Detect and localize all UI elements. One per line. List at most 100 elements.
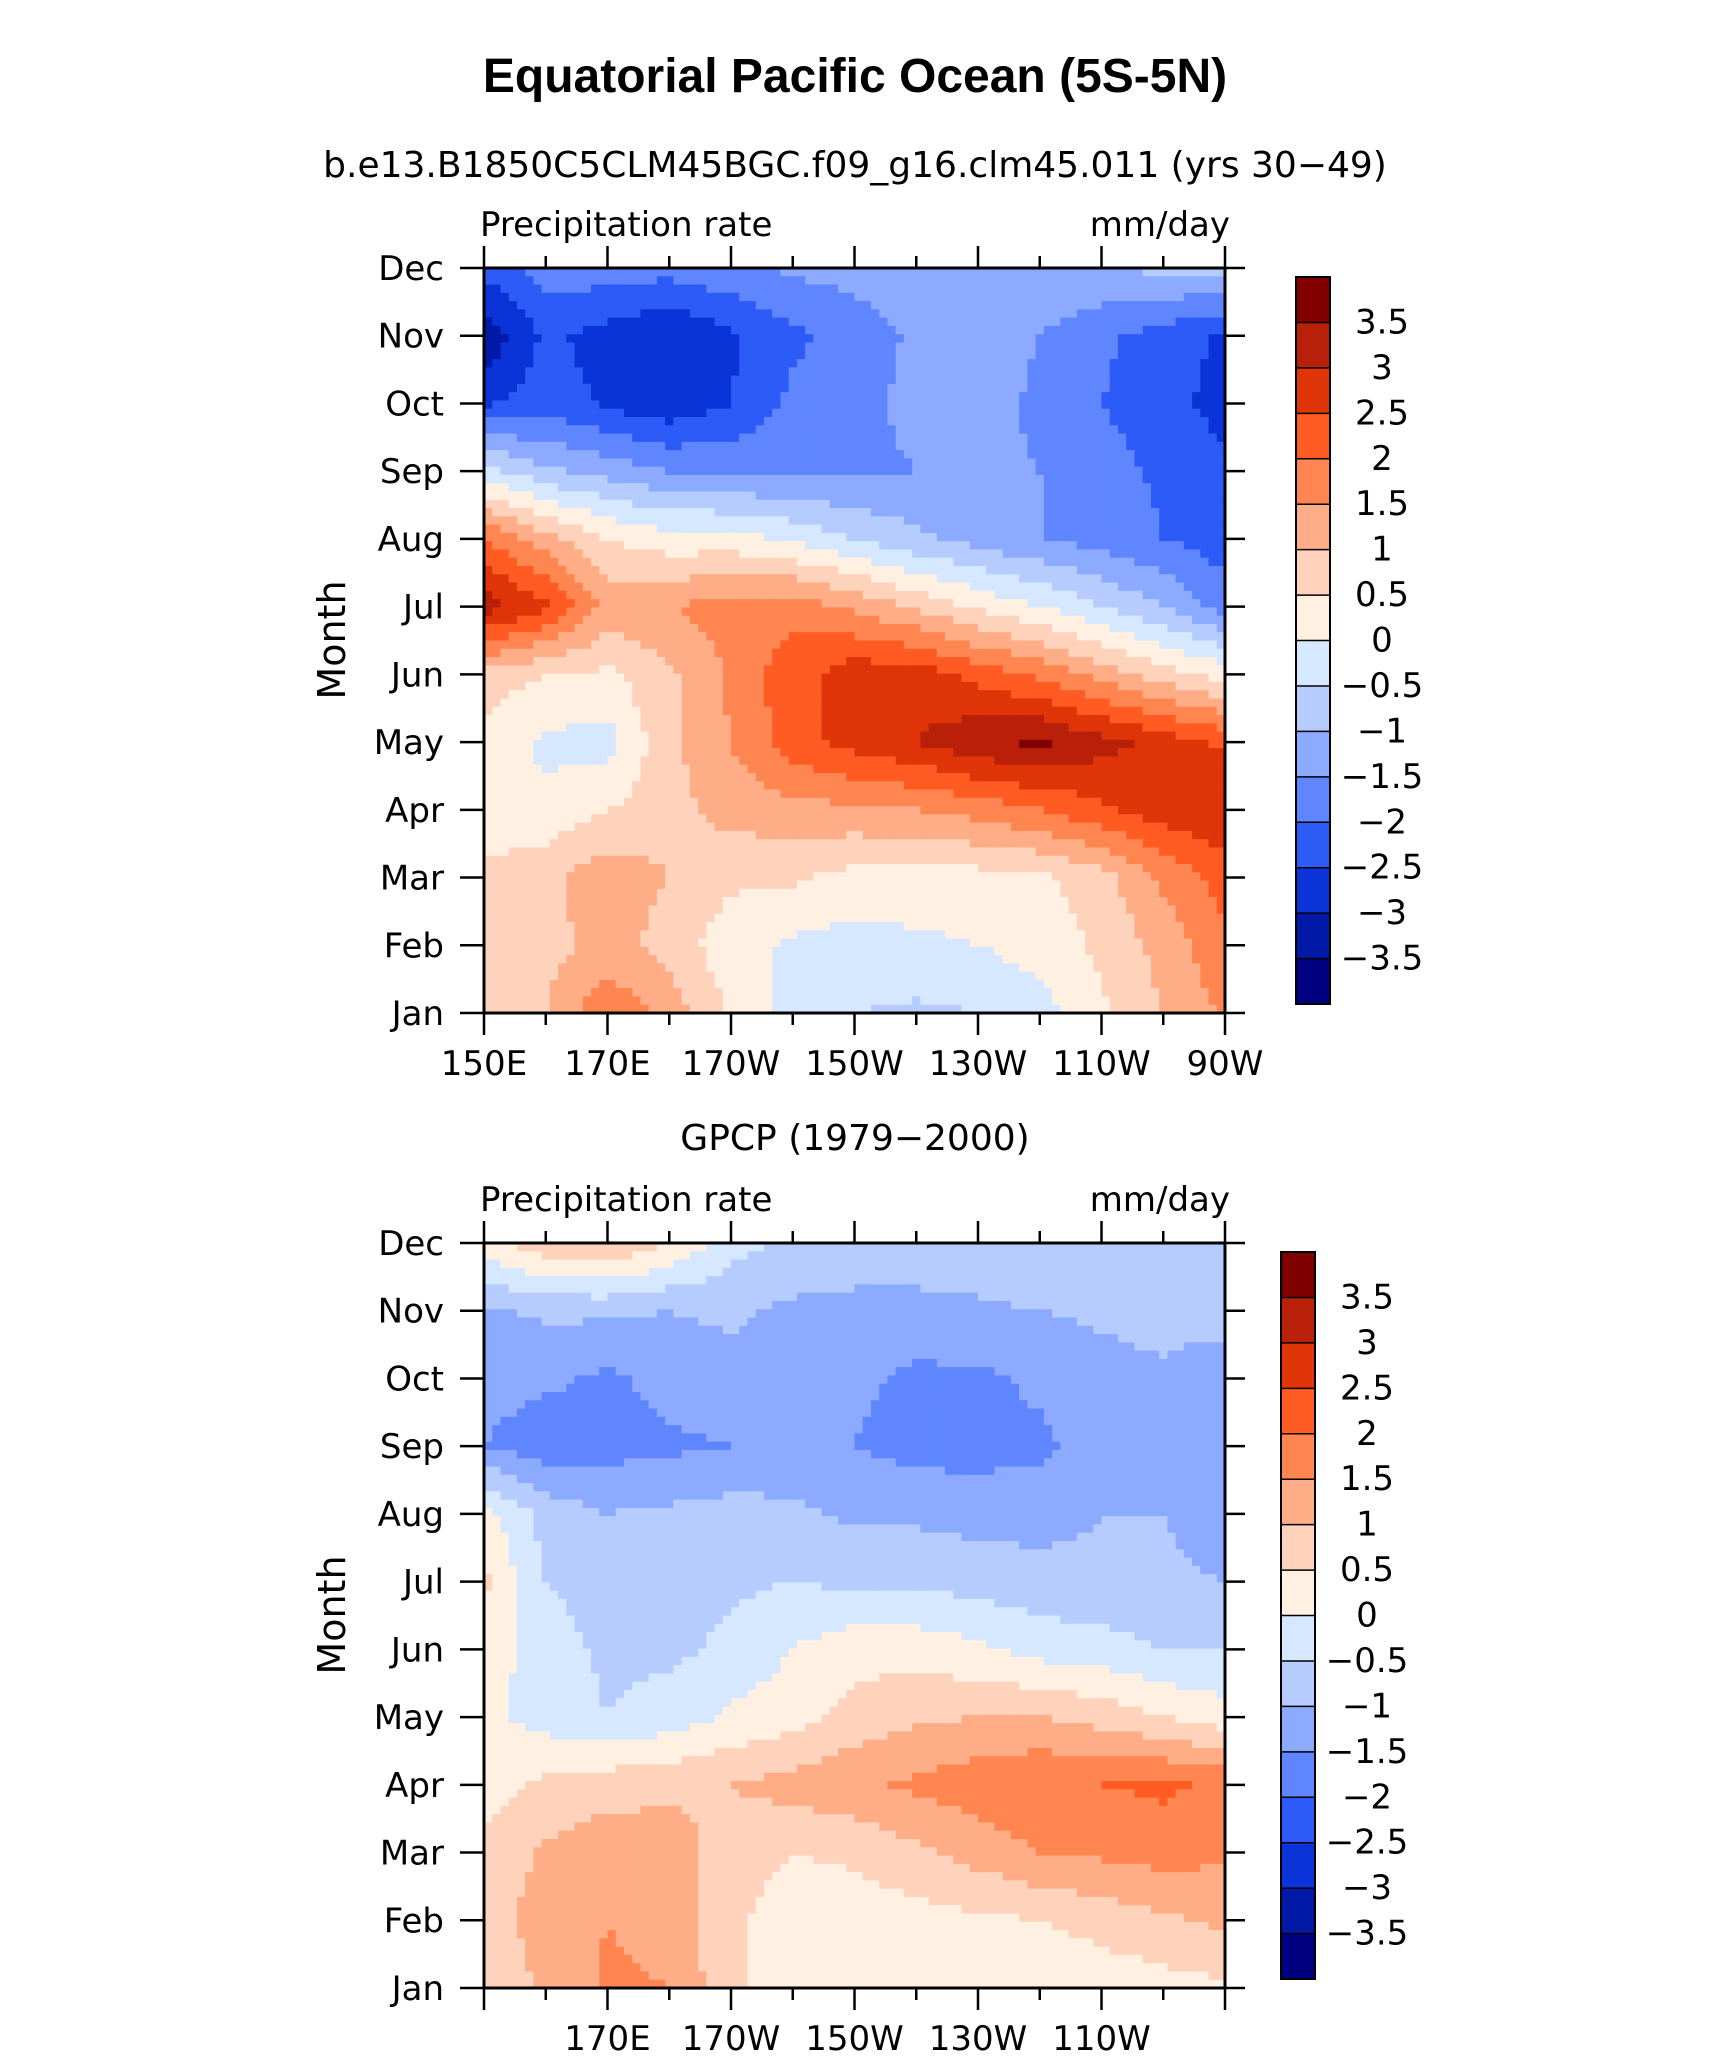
- heatmap-cell: [632, 632, 642, 642]
- heatmap-cell: [838, 590, 847, 600]
- heatmap-cell: [1150, 400, 1160, 410]
- heatmap-cell: [665, 408, 674, 418]
- heatmap-cell: [755, 458, 765, 468]
- heatmap-cell: [1010, 681, 1020, 691]
- heatmap-cell: [673, 524, 683, 534]
- heatmap-cell: [1200, 648, 1210, 658]
- heatmap-cell: [508, 268, 518, 277]
- heatmap-cell: [928, 325, 938, 335]
- heatmap-cell: [780, 648, 790, 658]
- heatmap-cell: [582, 276, 592, 286]
- heatmap-cell: [607, 491, 617, 501]
- heatmap-cell: [1019, 359, 1028, 368]
- heatmap-cell: [862, 375, 872, 385]
- heatmap-cell: [796, 657, 806, 666]
- heatmap-cell: [681, 698, 691, 708]
- heatmap-cell: [623, 350, 633, 360]
- heatmap-cell: [1175, 309, 1185, 319]
- heatmap-cell: [698, 557, 707, 567]
- heatmap-cell: [838, 441, 847, 451]
- heatmap-cell: [780, 657, 790, 666]
- heatmap-cell: [1126, 450, 1136, 459]
- heatmap-cell: [1085, 342, 1094, 352]
- heatmap-cell: [739, 508, 749, 517]
- heatmap-cell: [1183, 408, 1193, 418]
- heatmap-cell: [747, 706, 757, 716]
- heatmap-cell: [582, 648, 592, 658]
- heatmap-cell: [887, 425, 897, 435]
- heatmap-cell: [574, 466, 584, 476]
- heatmap-cell: [903, 508, 913, 517]
- panel-model-left-label: Precipitation rate: [480, 205, 772, 245]
- heatmap-cell: [558, 516, 567, 526]
- heatmap-cell: [714, 350, 724, 360]
- heatmap-cell: [854, 623, 864, 633]
- heatmap-cell: [607, 532, 617, 542]
- heatmap-cell: [772, 615, 781, 625]
- heatmap-cell: [895, 640, 905, 650]
- heatmap-cell: [714, 698, 724, 708]
- heatmap-cell: [1109, 367, 1119, 377]
- heatmap-cell: [541, 524, 551, 534]
- heatmap-cell: [739, 359, 749, 368]
- heatmap-cell: [788, 483, 798, 493]
- heatmap-cell: [549, 723, 559, 733]
- heatmap-cell: [969, 441, 979, 451]
- heatmap-cell: [961, 309, 971, 319]
- heatmap-cell: [920, 524, 930, 534]
- heatmap-cell: [772, 715, 781, 724]
- heatmap-cell: [1175, 516, 1185, 526]
- heatmap-cell: [607, 359, 617, 368]
- heatmap-cell: [1010, 466, 1020, 476]
- heatmap-cell: [879, 458, 889, 468]
- heatmap-cell: [484, 673, 493, 683]
- heatmap-cell: [969, 599, 979, 608]
- heatmap-cell: [500, 433, 510, 443]
- heatmap-cell: [1010, 483, 1020, 493]
- heatmap-cell: [887, 615, 897, 625]
- heatmap-cell: [1134, 532, 1144, 542]
- heatmap-cell: [796, 640, 806, 650]
- heatmap-cell: [978, 508, 987, 517]
- heatmap-cell: [805, 698, 814, 708]
- heatmap-cell: [920, 549, 930, 559]
- heatmap-cell: [1101, 574, 1111, 584]
- heatmap-cell: [1117, 359, 1127, 368]
- heatmap-cell: [623, 375, 633, 385]
- heatmap-cell: [1142, 681, 1152, 691]
- heatmap-cell: [928, 400, 938, 410]
- heatmap-cell: [591, 673, 600, 683]
- heatmap-cell: [870, 450, 880, 459]
- heatmap-cell: [1117, 673, 1127, 683]
- heatmap-cell: [846, 458, 856, 468]
- heatmap-cell: [722, 325, 732, 335]
- heatmap-cell: [846, 433, 856, 443]
- heatmap-cell: [731, 317, 740, 327]
- heatmap-cell: [541, 350, 551, 360]
- heatmap-cell: [747, 640, 757, 650]
- heatmap-cell: [945, 433, 954, 443]
- heatmap-cell: [945, 450, 954, 459]
- heatmap-cell: [689, 400, 699, 410]
- heatmap-cell: [558, 317, 567, 327]
- heatmap-cell: [1200, 698, 1210, 708]
- heatmap-cell: [591, 657, 600, 666]
- heatmap-cell: [1183, 582, 1193, 592]
- heatmap-cell: [1019, 590, 1028, 600]
- heatmap-cell: [895, 433, 905, 443]
- heatmap-cell: [591, 549, 600, 559]
- heatmap-cell: [747, 524, 757, 534]
- heatmap-cell: [1043, 648, 1053, 658]
- heatmap-cell: [887, 450, 897, 459]
- heatmap-cell: [500, 615, 510, 625]
- heatmap-cell: [887, 499, 897, 509]
- heatmap-cell: [1126, 607, 1136, 617]
- heatmap-cell: [747, 566, 757, 575]
- heatmap-cell: [656, 441, 666, 451]
- heatmap-cell: [500, 383, 510, 393]
- heatmap-cell: [484, 499, 493, 509]
- heatmap-cell: [1027, 491, 1037, 501]
- heatmap-cell: [673, 301, 683, 310]
- heatmap-cell: [1208, 623, 1218, 633]
